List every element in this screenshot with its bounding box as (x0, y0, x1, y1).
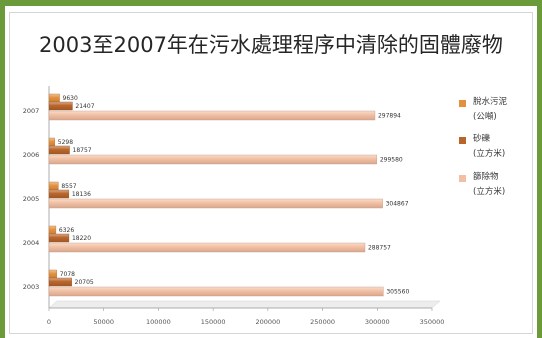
data-label: 6326 (59, 227, 74, 234)
bar-1-2004 (48, 233, 70, 243)
x-tick-label: 100000 (146, 318, 171, 326)
bar-0-2007 (48, 93, 60, 103)
data-label: 18136 (72, 191, 91, 198)
legend-unit: (立方米) (473, 149, 506, 159)
data-label: 299580 (380, 157, 403, 164)
x-tick-label: 0 (47, 318, 51, 326)
x-tick-label: 250000 (310, 318, 335, 326)
data-label: 9630 (63, 95, 78, 102)
legend-item: 篩除物 (立方米) (459, 172, 535, 200)
data-label: 305560 (386, 289, 409, 296)
chart-title: 2003至2007年在污水處理程序中清除的固體廢物 (39, 33, 503, 57)
y-tick-label: 2004 (23, 239, 40, 247)
bar-1-2005 (48, 189, 70, 199)
data-label: 5298 (58, 139, 73, 146)
bar-2-2007 (48, 110, 376, 121)
chart-floor (48, 300, 441, 309)
x-tick-label: 50000 (93, 318, 114, 326)
bar-0-2004 (48, 225, 57, 235)
x-tick-label: 350000 (420, 318, 445, 326)
legend-swatch (459, 137, 466, 144)
legend-label: 篩除物 (473, 172, 499, 182)
legend-swatch (459, 100, 466, 107)
data-label: 8557 (61, 183, 76, 190)
data-label: 288757 (368, 245, 391, 252)
bar-1-2007 (48, 101, 73, 111)
legend-item: 脫水污泥 (公噸) (459, 97, 535, 125)
data-label: 20705 (75, 279, 94, 286)
data-label: 18757 (73, 147, 92, 154)
bar-1-2003 (48, 277, 72, 287)
legend-label: 砂礫 (473, 134, 491, 144)
bar-2-2006 (48, 154, 378, 165)
bar-0-2006 (48, 137, 55, 147)
data-label: 304867 (386, 201, 409, 208)
chart-area (9, 12, 533, 334)
bar-0-2005 (48, 181, 59, 191)
bar-1-2006 (48, 145, 70, 155)
bar-2-2003 (48, 286, 384, 297)
y-tick-label: 2006 (23, 151, 40, 159)
y-tick-label: 2005 (23, 195, 40, 203)
legend-unit: (公噸) (473, 112, 497, 122)
legend-unit: (立方米) (473, 187, 506, 197)
bar-2-2004 (48, 242, 366, 253)
data-label: 18220 (72, 235, 91, 242)
legend-item: 砂礫 (立方米) (459, 134, 535, 162)
data-label: 21407 (75, 103, 94, 110)
y-tick-label: 2007 (23, 107, 40, 115)
x-tick-label: 200000 (255, 318, 280, 326)
data-label: 297894 (378, 113, 401, 120)
legend-swatch (459, 175, 466, 182)
bar-2-2005 (48, 198, 383, 209)
x-tick-label: 300000 (365, 318, 390, 326)
x-tick-label: 150000 (201, 318, 226, 326)
legend-label: 脫水污泥 (473, 97, 508, 107)
y-tick-label: 2003 (23, 283, 40, 291)
data-label: 7078 (60, 271, 75, 278)
bar-0-2003 (48, 269, 57, 279)
